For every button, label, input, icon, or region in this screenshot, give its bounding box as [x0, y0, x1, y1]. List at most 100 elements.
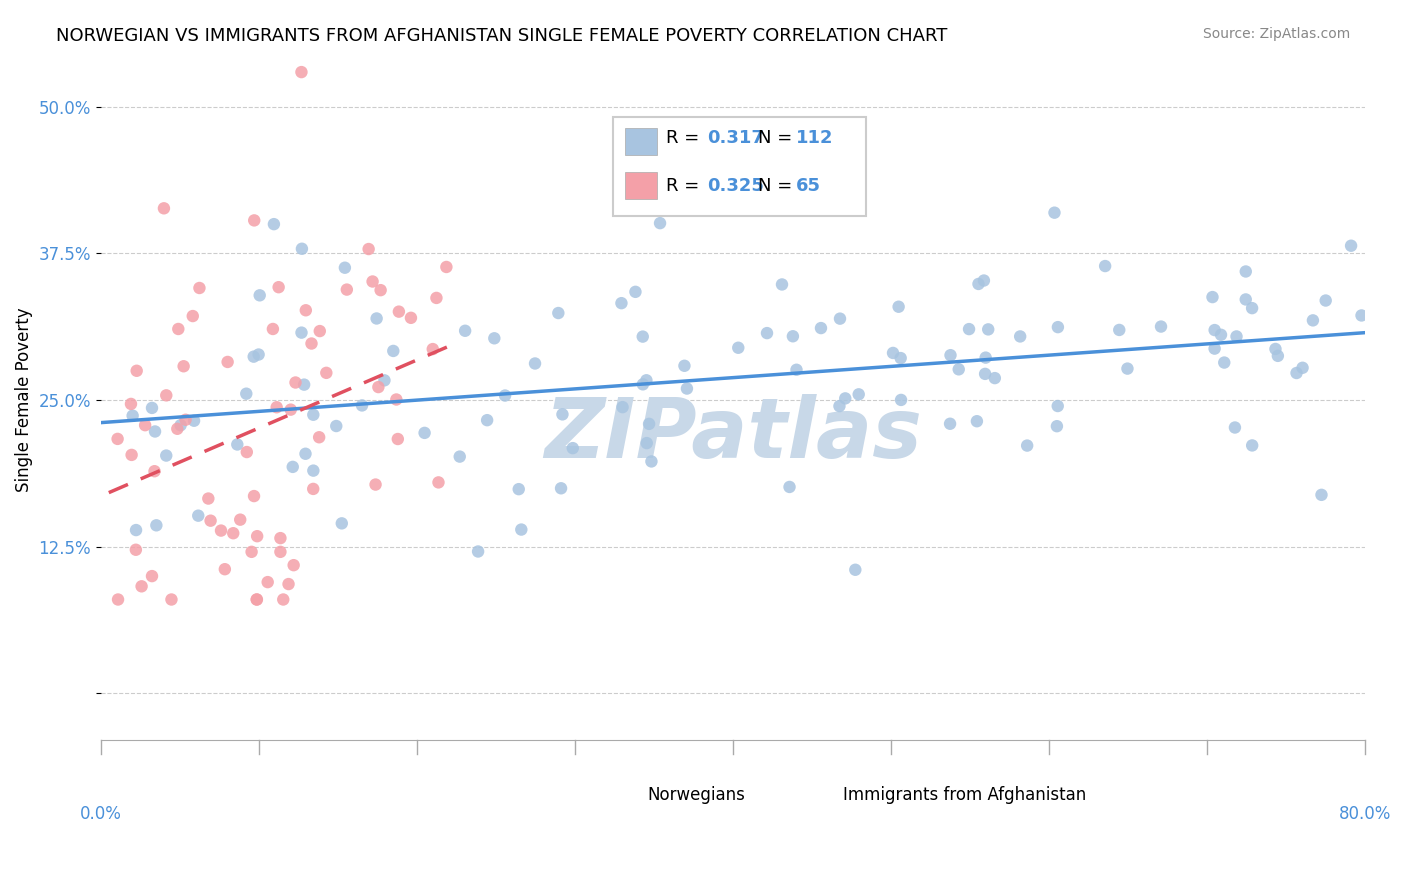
Point [640, 454, 662, 468]
Point [242, 350, 264, 364]
Point [315, 366, 337, 380]
Point [1223, 420, 1246, 434]
Point [295, 303, 318, 318]
Point [834, 392, 856, 406]
Point [197, 491, 219, 506]
Point [676, 382, 699, 396]
Point [325, 419, 347, 434]
Point [636, 373, 658, 387]
Point [155, 449, 177, 463]
Point [120, 397, 142, 411]
Point [610, 296, 633, 310]
Point [243, 489, 266, 503]
Point [167, 322, 190, 336]
Point [141, 569, 163, 583]
Point [1204, 323, 1226, 337]
Point [1108, 323, 1130, 337]
Point [107, 432, 129, 446]
Point [974, 367, 997, 381]
Point [1213, 355, 1236, 369]
Point [350, 399, 373, 413]
Point [121, 448, 143, 462]
Point [887, 300, 910, 314]
Text: 0.0%: 0.0% [80, 805, 122, 823]
Point [561, 441, 583, 455]
Point [247, 347, 270, 361]
Point [292, 377, 315, 392]
Point [810, 321, 832, 335]
Point [302, 482, 325, 496]
Point [366, 311, 388, 326]
Point [785, 363, 807, 377]
Point [1234, 264, 1257, 278]
Point [494, 388, 516, 402]
Point [1234, 293, 1257, 307]
Y-axis label: Single Female Poverty: Single Female Poverty [15, 308, 32, 492]
FancyBboxPatch shape [606, 781, 638, 808]
Text: N =: N = [758, 128, 799, 147]
Point [284, 376, 307, 390]
Point [882, 346, 904, 360]
Point [508, 482, 530, 496]
Point [125, 542, 148, 557]
Point [236, 445, 259, 459]
FancyBboxPatch shape [626, 172, 657, 199]
Point [246, 592, 269, 607]
Point [1201, 290, 1223, 304]
Point [361, 275, 384, 289]
Point [183, 414, 205, 428]
Point [388, 304, 411, 318]
Point [280, 402, 302, 417]
Point [246, 529, 269, 543]
Point [782, 329, 804, 343]
Point [547, 306, 569, 320]
Point [125, 523, 148, 537]
Point [290, 65, 312, 79]
Point [262, 322, 284, 336]
Point [1116, 361, 1139, 376]
Point [121, 409, 143, 423]
Point [828, 311, 851, 326]
Point [484, 331, 506, 345]
Point [1291, 360, 1313, 375]
Point [294, 447, 316, 461]
Point [1046, 320, 1069, 334]
Point [240, 545, 263, 559]
Point [246, 592, 269, 607]
Point [1010, 329, 1032, 343]
Point [249, 288, 271, 302]
Point [200, 514, 222, 528]
Point [1150, 319, 1173, 334]
Text: NORWEGIAN VS IMMIGRANTS FROM AFGHANISTAN SINGLE FEMALE POVERTY CORRELATION CHART: NORWEGIAN VS IMMIGRANTS FROM AFGHANISTAN… [56, 27, 948, 45]
Text: 80.0%: 80.0% [1339, 805, 1391, 823]
Point [222, 526, 245, 541]
Point [756, 326, 779, 340]
Point [1241, 301, 1264, 315]
Point [367, 380, 389, 394]
Point [256, 575, 278, 590]
Point [1285, 366, 1308, 380]
Point [107, 592, 129, 607]
Point [1241, 438, 1264, 452]
Text: 0.317: 0.317 [707, 128, 765, 147]
Point [235, 386, 257, 401]
Point [1310, 488, 1333, 502]
Text: R =: R = [666, 177, 704, 194]
Point [226, 437, 249, 451]
Point [357, 242, 380, 256]
Point [291, 242, 314, 256]
Point [939, 348, 962, 362]
Point [612, 400, 634, 414]
FancyBboxPatch shape [626, 128, 657, 155]
Point [1209, 327, 1232, 342]
Point [1315, 293, 1337, 308]
Point [1267, 349, 1289, 363]
Point [638, 417, 661, 431]
Text: Norwegians: Norwegians [647, 786, 745, 804]
Point [153, 202, 176, 216]
Point [828, 399, 851, 413]
Point [174, 413, 197, 427]
FancyBboxPatch shape [803, 781, 834, 808]
Point [636, 436, 658, 450]
Point [399, 310, 422, 325]
